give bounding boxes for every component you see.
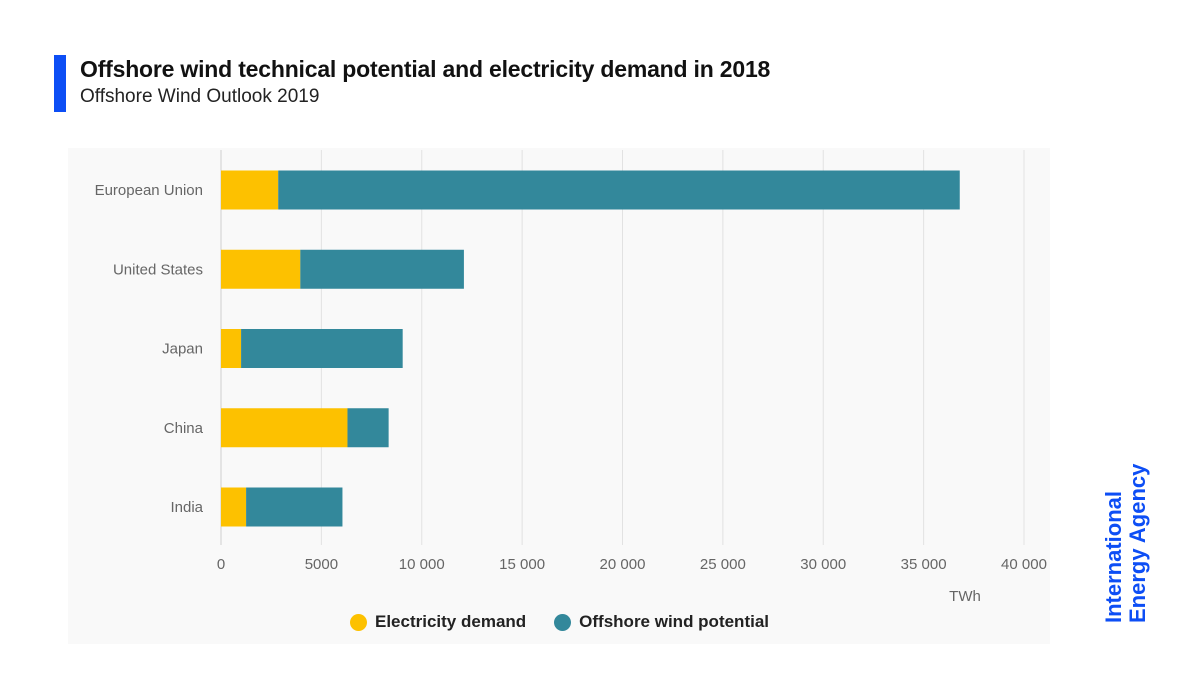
legend-label-demand: Electricity demand bbox=[375, 612, 527, 631]
x-tick-label: 10 000 bbox=[399, 556, 445, 573]
bars bbox=[221, 170, 960, 527]
bar-potential bbox=[241, 329, 403, 368]
x-tick-label: 40 000 bbox=[1001, 556, 1047, 573]
category-label: European Union bbox=[95, 182, 203, 199]
bar-demand bbox=[221, 487, 247, 527]
bar-demand bbox=[221, 249, 301, 289]
x-axis-unit-label: TWh bbox=[949, 588, 981, 605]
bar-demand bbox=[221, 329, 242, 368]
logo-line-1: International bbox=[1101, 490, 1126, 623]
x-tick-label: 15 000 bbox=[499, 556, 545, 573]
title-accent-bar bbox=[54, 55, 66, 112]
x-tick-label: 25 000 bbox=[700, 556, 746, 573]
category-label: India bbox=[170, 499, 203, 516]
x-tick-label: 30 000 bbox=[800, 556, 846, 573]
category-label: United States bbox=[113, 261, 203, 278]
category-label: Japan bbox=[162, 341, 203, 358]
logo-line-2: Energy Agency bbox=[1125, 463, 1150, 623]
x-tick-label: 20 000 bbox=[600, 556, 646, 573]
chart-panel bbox=[68, 148, 1050, 644]
x-tick-label: 35 000 bbox=[901, 556, 947, 573]
bar-potential bbox=[278, 170, 960, 210]
bar-potential bbox=[300, 249, 464, 289]
legend-swatch-demand bbox=[350, 613, 367, 631]
x-tick-label: 5000 bbox=[305, 556, 338, 573]
chart-subtitle: Offshore Wind Outlook 2019 bbox=[80, 86, 320, 107]
bar-demand bbox=[221, 170, 279, 210]
axis-labels: 0 5000 10 000 15 000 20 000 25 000 30 000 35 00… bbox=[95, 182, 1047, 605]
chart-title: Offshore wind technical potential and el… bbox=[80, 56, 771, 82]
legend-label-potential: Offshore wind potential bbox=[579, 612, 770, 631]
x-tick-label: 0 bbox=[217, 556, 225, 573]
legend-item-demand: Electricity demand bbox=[350, 612, 526, 632]
bar-demand bbox=[221, 408, 348, 448]
bar-potential bbox=[347, 408, 389, 448]
legend-swatch-potential bbox=[554, 613, 572, 631]
legend-item-potential: Offshore wind potential bbox=[554, 612, 769, 632]
legend: Electricity demand Offshore wind potenti… bbox=[350, 612, 769, 632]
category-label: China bbox=[164, 420, 204, 437]
bar-potential bbox=[246, 487, 343, 527]
iea-logo: International Energy Agency bbox=[1101, 463, 1152, 623]
gridlines bbox=[220, 150, 1025, 545]
